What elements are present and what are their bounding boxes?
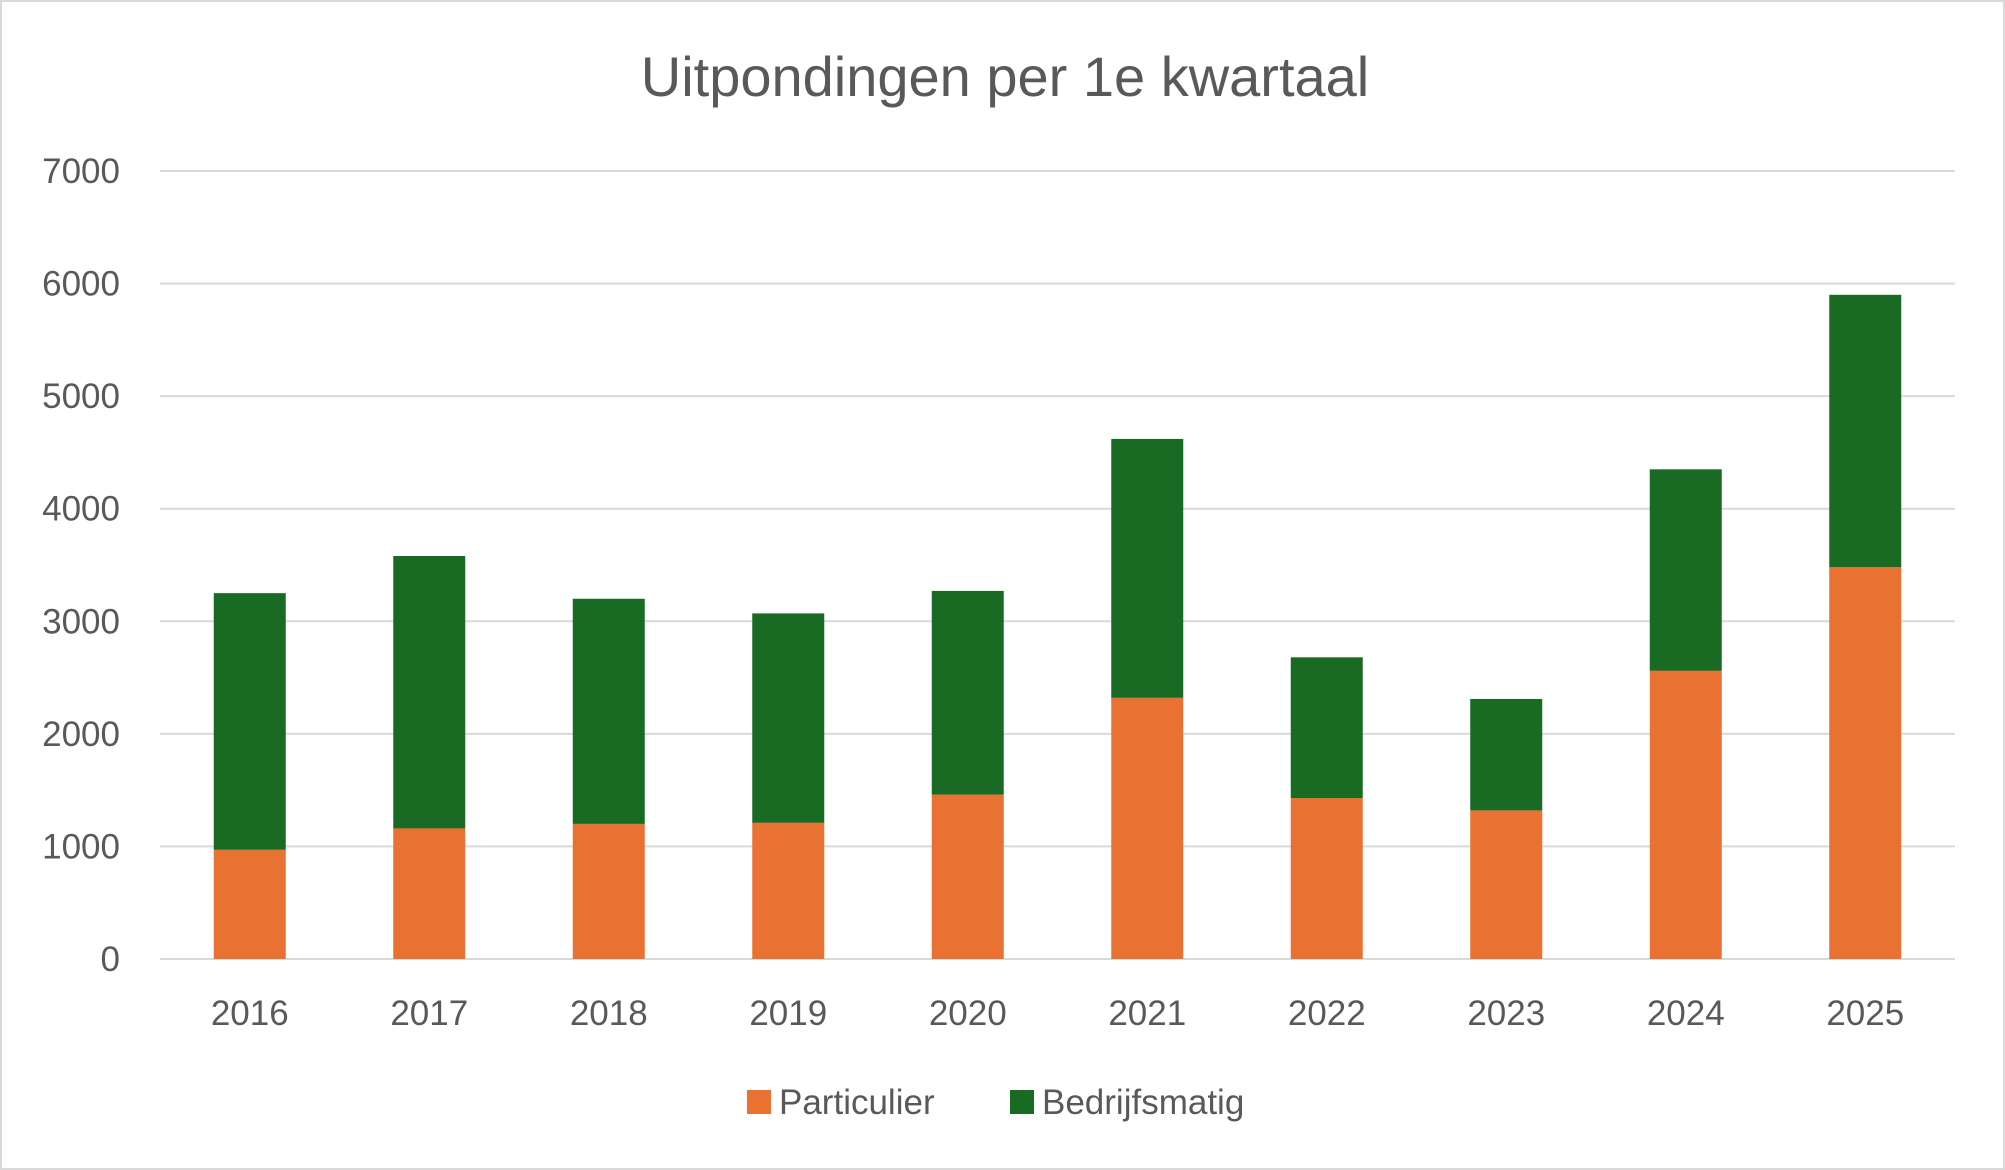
legend-swatch-particulier: [747, 1090, 771, 1114]
bar-bedrijfsmatig-2021: [1111, 438, 1184, 698]
bar-particulier-2022: [1290, 798, 1363, 959]
y-tick-label: 2000: [42, 715, 120, 754]
bar-particulier-2016: [213, 849, 286, 959]
bar-bedrijfsmatig-2019: [752, 613, 825, 823]
bar-particulier-2025: [1829, 567, 1902, 959]
y-tick-label: 7000: [42, 152, 120, 191]
bar-bedrijfsmatig-2022: [1290, 657, 1363, 799]
y-tick-label: 6000: [42, 265, 120, 304]
bar-bedrijfsmatig-2018: [572, 598, 645, 824]
bar-bedrijfsmatig-2025: [1829, 294, 1902, 568]
x-tick-label: 2023: [1467, 994, 1545, 1033]
bar-particulier-2017: [393, 828, 466, 959]
bars: [213, 294, 1902, 959]
x-tick-label: 2017: [390, 994, 468, 1033]
bar-particulier-2019: [752, 822, 825, 959]
x-tick-label: 2025: [1826, 994, 1904, 1033]
y-axis-ticks: 0 1000 2000 3000 4000 5000 6000 7000: [42, 152, 120, 979]
x-tick-label: 2020: [929, 994, 1007, 1033]
x-tick-label: 2022: [1288, 994, 1366, 1033]
bar-bedrijfsmatig-2020: [931, 590, 1004, 795]
bar-bedrijfsmatig-2017: [393, 555, 466, 829]
legend: Particulier Bedrijfsmatig: [747, 1083, 1244, 1122]
x-axis-ticks: 2016 2017 2018 2019 2020 2021 2022 2023 2024 2025: [211, 994, 1904, 1033]
bar-particulier-2020: [931, 794, 1004, 959]
bar-bedrijfsmatig-2023: [1470, 698, 1543, 811]
x-tick-label: 2019: [749, 994, 827, 1033]
legend-label-bedrijfsmatig: Bedrijfsmatig: [1042, 1083, 1244, 1122]
legend-swatch-bedrijfsmatig: [1010, 1090, 1034, 1114]
y-tick-label: 1000: [42, 827, 120, 866]
bar-particulier-2024: [1649, 670, 1722, 959]
bar-particulier-2023: [1470, 810, 1543, 959]
bar-particulier-2018: [572, 823, 645, 959]
bar-bedrijfsmatig-2024: [1649, 469, 1722, 671]
bar-bedrijfsmatig-2016: [213, 593, 286, 850]
x-tick-label: 2021: [1108, 994, 1186, 1033]
y-tick-label: 0: [101, 940, 120, 979]
bar-particulier-2021: [1111, 697, 1184, 959]
x-tick-label: 2018: [570, 994, 648, 1033]
legend-label-particulier: Particulier: [779, 1083, 935, 1122]
x-tick-label: 2016: [211, 994, 289, 1033]
y-tick-label: 3000: [42, 602, 120, 641]
x-tick-label: 2024: [1647, 994, 1725, 1033]
chart-title: Uitpondingen per 1e kwartaal: [641, 45, 1369, 108]
y-tick-label: 4000: [42, 490, 120, 529]
y-tick-label: 5000: [42, 377, 120, 416]
